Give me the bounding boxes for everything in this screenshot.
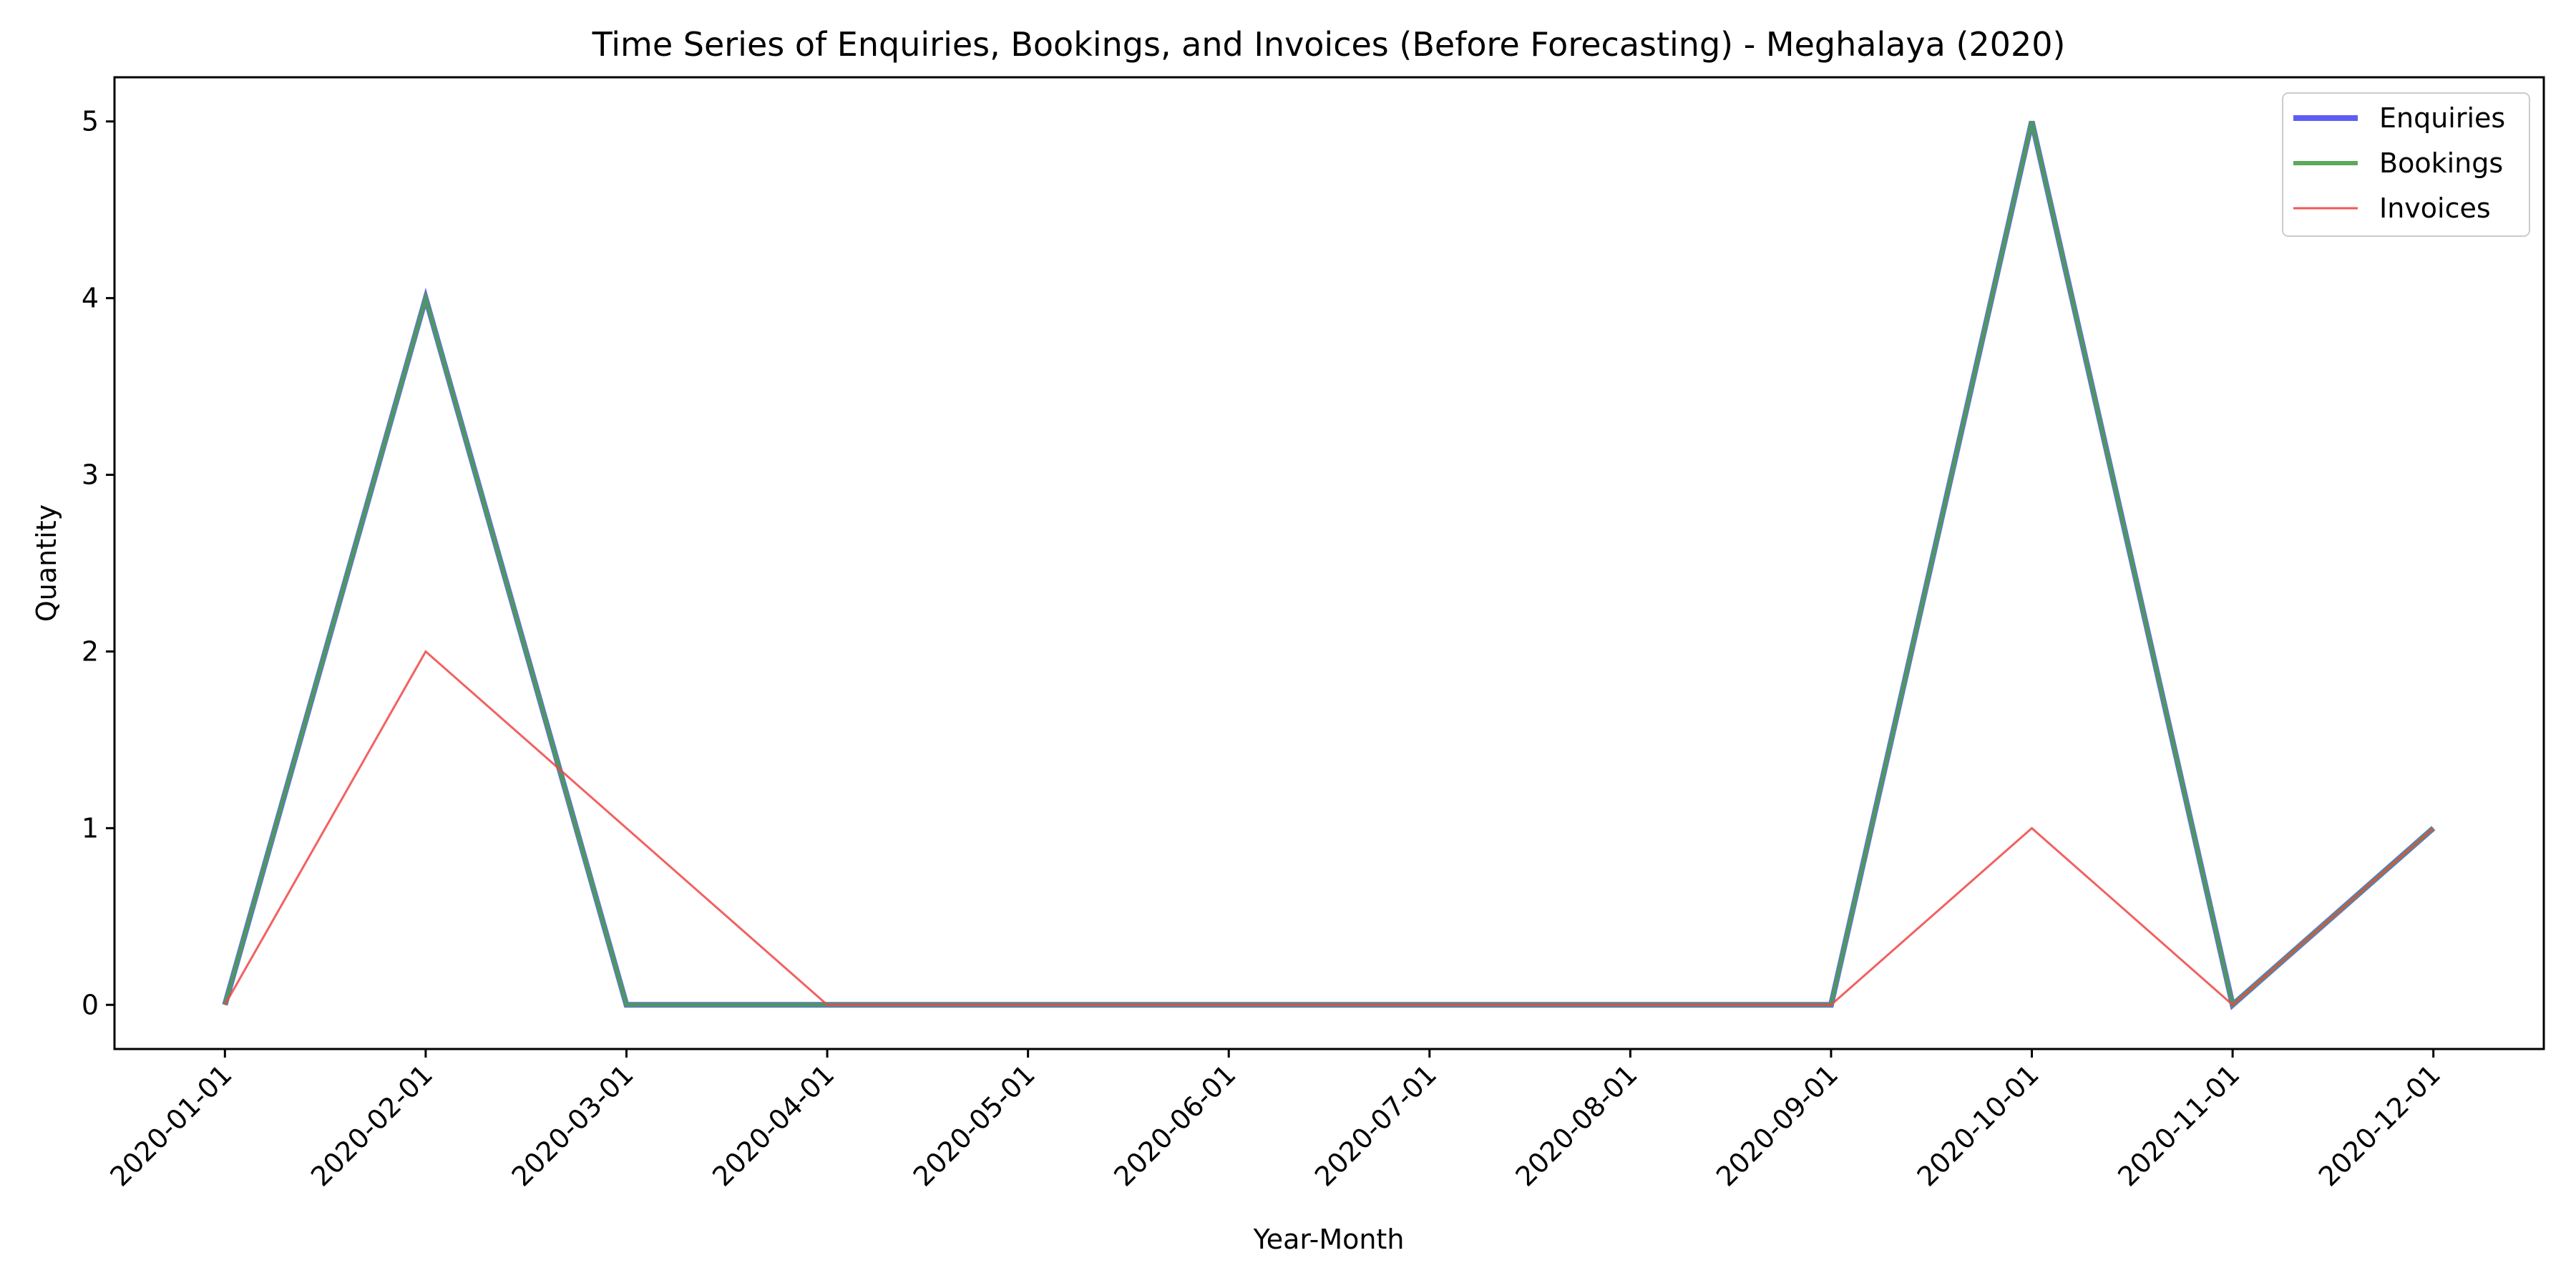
legend-label: Invoices: [2379, 192, 2491, 224]
x-axis: 2020-01-01 2020-02-01 2020-03-01 2020-04-01…: [104, 1049, 2446, 1193]
y-axis-label: Quantity: [31, 504, 62, 622]
x-tick-label: 2020-04-01: [706, 1058, 840, 1192]
plot-area-frame: [113, 76, 2545, 1050]
x-tick-label: 2020-09-01: [1710, 1058, 1844, 1192]
x-tick-label: 2020-08-01: [1509, 1058, 1643, 1192]
y-tick-label: 0: [82, 989, 99, 1020]
x-tick-label: 2020-10-01: [1911, 1058, 2045, 1192]
legend: Enquiries Bookings Invoices: [2282, 92, 2530, 237]
x-tick-label: 2020-12-01: [2313, 1058, 2446, 1192]
y-tick-label: 5: [82, 106, 99, 137]
x-tick-label: 2020-03-01: [506, 1058, 640, 1192]
series-line-invoices: [224, 650, 2434, 1007]
x-tick-label: 2020-07-01: [1309, 1058, 1443, 1192]
legend-box: [2282, 92, 2530, 237]
y-tick-label: 3: [82, 459, 99, 491]
x-axis-label: Year-Month: [1253, 1224, 1405, 1255]
x-tick-label: 2020-02-01: [305, 1058, 439, 1192]
series-lines: [222, 120, 2436, 1010]
x-tick-label: 2020-05-01: [907, 1058, 1041, 1192]
series-line-enquiries: [222, 120, 2436, 1010]
chart-title: Time Series of Enquiries, Bookings, and …: [592, 25, 2066, 64]
legend-label: Enquiries: [2379, 102, 2505, 134]
x-tick-label: 2020-06-01: [1108, 1058, 1241, 1192]
legend-label: Bookings: [2379, 147, 2503, 179]
y-tick-label: 2: [82, 635, 99, 667]
y-tick-label: 4: [82, 283, 99, 314]
series-line-bookings: [223, 121, 2435, 1009]
x-tick-label: 2020-11-01: [2112, 1058, 2245, 1192]
x-tick-label: 2020-01-01: [104, 1058, 238, 1192]
y-tick-label: 1: [82, 812, 99, 844]
y-axis: 0 1 2 3 4 5: [82, 106, 114, 1020]
